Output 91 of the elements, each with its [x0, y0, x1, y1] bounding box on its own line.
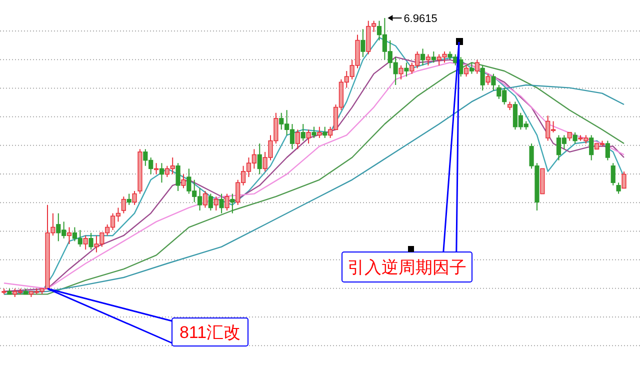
candlestick	[512, 101, 518, 130]
candlestick	[372, 20, 376, 32]
candlestick	[100, 232, 104, 248]
candlestick	[562, 134, 566, 150]
candlestick	[469, 62, 474, 74]
candlestick	[202, 190, 208, 208]
candlestick	[268, 134, 273, 161]
candlestick	[88, 232, 94, 250]
candlestick	[306, 129, 311, 144]
candlestick	[410, 62, 414, 74]
annotation: 引入逆周期因子	[348, 258, 466, 277]
candlestick	[496, 84, 502, 100]
candlestick	[219, 193, 224, 214]
candlestick	[262, 151, 268, 172]
candlestick	[328, 126, 333, 138]
candlestick	[56, 212, 61, 242]
candlestick	[502, 87, 507, 105]
candlestick	[404, 62, 409, 78]
candlestick	[72, 226, 78, 242]
candlestick	[66, 226, 72, 244]
annotation: 6.9615	[404, 13, 438, 25]
candlestick	[290, 124, 295, 150]
candlestick	[208, 193, 213, 212]
candlestick	[295, 129, 300, 150]
candlestick	[62, 221, 66, 239]
candlestick	[186, 168, 192, 194]
candlestick	[176, 162, 180, 192]
candlestick	[550, 120, 556, 133]
candlestick	[132, 190, 137, 206]
candlestick	[360, 28, 366, 58]
candlestick	[442, 50, 447, 64]
candlestick	[529, 143, 534, 170]
candlestick	[121, 196, 126, 214]
candlestick	[376, 20, 382, 41]
candlestick	[518, 112, 523, 130]
candlestick	[214, 196, 218, 212]
candlestick	[284, 110, 290, 136]
candlestick	[192, 179, 197, 203]
candlestick	[181, 174, 186, 189]
candlestick	[279, 112, 284, 130]
candlestick	[350, 59, 354, 80]
candlestick	[116, 207, 121, 222]
candlestick	[388, 40, 392, 69]
candlestick	[480, 64, 485, 92]
candlestick	[426, 54, 431, 66]
candlestick	[83, 235, 88, 250]
candlestick	[252, 148, 256, 170]
candlestick	[50, 212, 56, 236]
candlestick	[236, 179, 240, 206]
candlestick	[105, 224, 110, 236]
candlestick	[589, 134, 594, 161]
candlestick	[126, 193, 132, 206]
candlestick	[572, 132, 578, 144]
candlestick	[610, 162, 616, 186]
candlestick	[246, 157, 252, 178]
candlestick	[605, 140, 610, 161]
candlestick	[78, 230, 82, 248]
candlestick	[230, 193, 235, 214]
candlestick	[170, 157, 175, 175]
candlestick	[464, 64, 469, 78]
candlestick	[240, 165, 246, 186]
annotation: 811汇改	[179, 323, 241, 342]
candlestick	[224, 193, 230, 212]
candlestick	[415, 50, 420, 69]
candlestick	[110, 212, 116, 231]
candlestick	[431, 50, 436, 64]
candlestick	[274, 112, 278, 144]
candlestick	[148, 157, 154, 175]
candlestick	[257, 143, 262, 175]
candlestick	[317, 126, 322, 138]
candlestick	[312, 126, 316, 138]
candlestick	[159, 162, 164, 184]
candlestick	[300, 124, 306, 142]
candlestick	[382, 18, 388, 60]
candlestick	[164, 165, 170, 178]
candlestick	[491, 73, 496, 92]
candlestick	[486, 73, 490, 86]
candlestick	[143, 148, 148, 166]
candlestick	[197, 188, 202, 212]
candlestick	[556, 134, 562, 161]
candlestick	[436, 54, 442, 66]
candlestick	[622, 170, 626, 189]
candlestick	[420, 48, 426, 66]
candlestick	[344, 70, 349, 88]
candlestick	[94, 235, 99, 253]
candlestick	[393, 56, 398, 86]
candlestick	[322, 126, 328, 138]
candlestick	[398, 64, 404, 80]
candlestick	[616, 182, 621, 194]
candlestick	[474, 59, 480, 74]
candlestick	[546, 115, 550, 142]
